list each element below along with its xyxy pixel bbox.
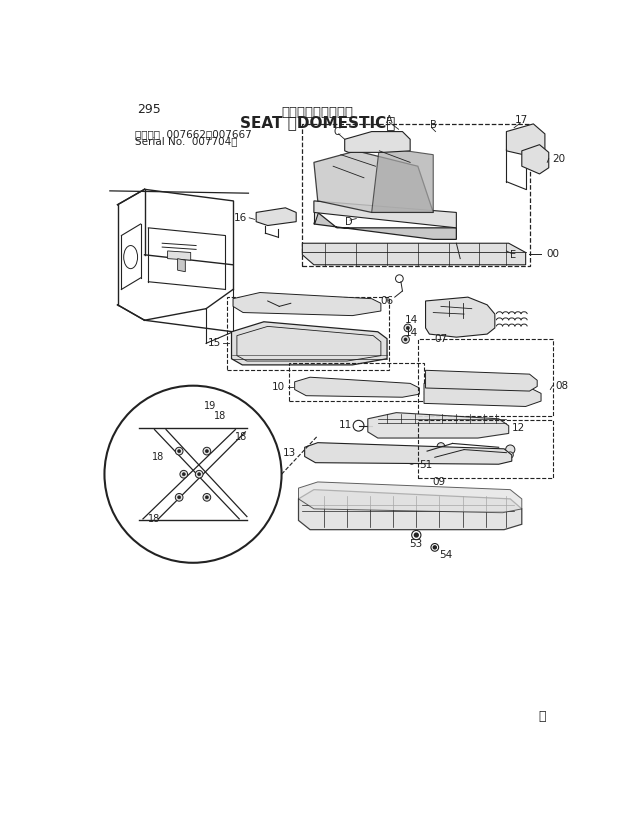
- Text: 00: 00: [546, 249, 559, 259]
- Circle shape: [414, 533, 418, 537]
- Polygon shape: [371, 147, 433, 213]
- Polygon shape: [233, 293, 381, 316]
- Circle shape: [175, 494, 183, 501]
- Text: 18: 18: [214, 412, 226, 422]
- Bar: [418, 420, 552, 478]
- Text: 18: 18: [148, 514, 161, 523]
- Polygon shape: [424, 384, 541, 406]
- Text: 18: 18: [153, 452, 164, 462]
- Circle shape: [203, 447, 211, 455]
- Circle shape: [404, 324, 412, 332]
- Text: A: A: [386, 115, 392, 125]
- Polygon shape: [314, 151, 433, 213]
- Circle shape: [177, 450, 180, 452]
- Circle shape: [379, 384, 386, 390]
- Bar: [290, 362, 424, 401]
- Text: 295: 295: [137, 103, 161, 116]
- Text: 51: 51: [419, 460, 433, 470]
- Polygon shape: [425, 370, 537, 391]
- Circle shape: [315, 384, 321, 390]
- Circle shape: [198, 473, 201, 476]
- Polygon shape: [294, 377, 419, 397]
- Circle shape: [205, 450, 208, 452]
- Circle shape: [336, 384, 342, 390]
- Polygon shape: [425, 297, 495, 337]
- Text: 14: 14: [405, 315, 418, 325]
- Circle shape: [506, 445, 515, 454]
- Polygon shape: [298, 490, 522, 529]
- Polygon shape: [314, 201, 456, 227]
- Circle shape: [203, 494, 211, 501]
- Circle shape: [338, 386, 340, 389]
- Circle shape: [507, 452, 513, 458]
- Circle shape: [293, 308, 297, 313]
- Circle shape: [381, 386, 384, 389]
- Polygon shape: [177, 259, 185, 272]
- Text: 18: 18: [234, 433, 247, 442]
- Text: 10: 10: [272, 382, 285, 392]
- Bar: [418, 339, 552, 417]
- Circle shape: [406, 327, 409, 329]
- Circle shape: [408, 457, 415, 464]
- Text: 20: 20: [552, 154, 565, 164]
- Text: 08: 08: [555, 380, 568, 390]
- Polygon shape: [167, 251, 191, 261]
- Circle shape: [182, 473, 185, 476]
- Polygon shape: [314, 213, 456, 239]
- Text: 07: 07: [435, 334, 448, 345]
- Text: 19: 19: [204, 401, 216, 412]
- Circle shape: [402, 336, 409, 343]
- Text: 11: 11: [339, 420, 352, 430]
- Circle shape: [177, 496, 180, 499]
- Polygon shape: [304, 442, 512, 464]
- Circle shape: [195, 471, 203, 478]
- Circle shape: [437, 442, 445, 451]
- Text: C: C: [334, 127, 340, 136]
- Text: 17: 17: [515, 115, 528, 125]
- Polygon shape: [314, 201, 317, 224]
- Text: 15: 15: [208, 338, 221, 348]
- Circle shape: [404, 338, 407, 341]
- Text: Ⓝ: Ⓝ: [538, 710, 546, 724]
- Polygon shape: [303, 243, 526, 265]
- Text: Serial No.  007704～: Serial No. 007704～: [135, 136, 237, 146]
- Text: 06: 06: [380, 296, 393, 306]
- Bar: [303, 124, 529, 266]
- Text: 16: 16: [234, 213, 247, 222]
- Polygon shape: [298, 482, 522, 513]
- Circle shape: [180, 471, 188, 478]
- Bar: [227, 297, 389, 370]
- Polygon shape: [256, 208, 296, 226]
- Polygon shape: [522, 145, 549, 174]
- Text: 53: 53: [410, 539, 423, 549]
- Circle shape: [358, 384, 364, 390]
- Text: 54: 54: [440, 550, 453, 560]
- Polygon shape: [507, 124, 545, 157]
- Polygon shape: [231, 322, 387, 365]
- Circle shape: [360, 386, 362, 389]
- Circle shape: [317, 386, 319, 389]
- Polygon shape: [345, 131, 410, 152]
- Text: 13: 13: [283, 447, 296, 457]
- Circle shape: [399, 384, 405, 390]
- Text: SEAT 〈DOMESTIC〉: SEAT 〈DOMESTIC〉: [240, 115, 396, 130]
- Circle shape: [433, 546, 436, 549]
- Circle shape: [401, 386, 404, 389]
- Text: 12: 12: [512, 423, 525, 433]
- Text: B: B: [430, 121, 436, 131]
- Text: シート〈国内仕様〉: シート〈国内仕様〉: [281, 106, 354, 119]
- Text: E: E: [510, 250, 516, 260]
- Text: 14: 14: [405, 328, 418, 338]
- Circle shape: [205, 496, 208, 499]
- Text: 適用号機  007662～007667: 適用号機 007662～007667: [135, 129, 252, 139]
- Circle shape: [175, 447, 183, 455]
- Text: 09: 09: [433, 477, 446, 487]
- Text: D: D: [345, 217, 352, 227]
- Polygon shape: [368, 413, 508, 438]
